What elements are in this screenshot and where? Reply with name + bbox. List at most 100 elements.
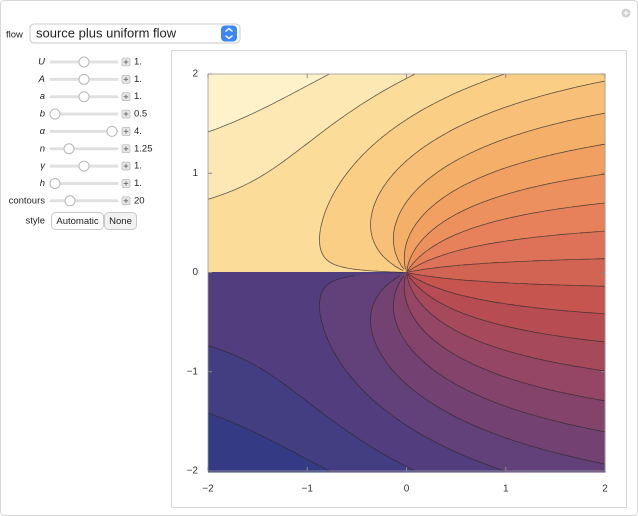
contour-band [229,352,336,355]
contour-band [208,338,329,341]
contour-band [336,188,383,191]
contour-band [547,308,606,311]
contour-band [494,142,606,145]
contour-band [518,102,606,105]
contour-band [524,100,606,103]
contour-band [390,86,471,89]
contour-band [400,262,406,265]
contour-band [444,376,506,379]
slider-thumb[interactable] [64,195,76,207]
contour-band [391,414,453,417]
style-button[interactable] [51,212,104,230]
contour-band [361,274,403,277]
contour-band [513,408,606,411]
slider-thumb[interactable] [49,108,61,120]
contour-band [371,232,395,235]
contour-band [208,100,279,103]
contour-band [374,206,404,209]
contour-band [323,254,383,257]
contour-band [238,424,340,427]
contour-band [538,96,606,99]
contour-band [208,392,297,395]
contour-band [251,362,342,365]
contour-band [395,224,416,227]
contour-band [449,252,606,255]
contour-band [475,84,587,87]
contour-band [407,302,421,305]
contour-band [336,264,394,267]
contour-band [545,210,606,213]
contour-band [321,248,379,251]
contour-band [364,102,436,105]
style-button[interactable] [104,212,137,230]
contour-band [208,458,308,461]
contour-band [494,242,606,245]
contour-band [338,358,385,361]
contour-band [476,226,606,229]
contour-band [404,254,413,257]
settings-icon[interactable] [621,8,631,18]
slider-thumb[interactable] [106,125,118,137]
contour-band [489,222,606,225]
contour-band [447,194,505,197]
contour-band [383,288,398,291]
expand-plus [123,181,129,186]
contour-band [208,372,269,375]
control-value: 1. [134,91,142,102]
contour-band [208,152,296,155]
contour-band [418,356,460,359]
slider-thumb[interactable] [78,160,90,172]
contour-band [376,298,395,301]
contour-band [229,420,334,423]
contour-band [387,284,399,287]
contour-band [423,262,492,265]
control-label: a [40,91,45,102]
contour-line [406,272,605,287]
slider-thumb[interactable] [78,56,90,68]
contour-band [469,336,566,339]
contour-band [408,238,424,241]
contour-band [322,320,372,323]
contour-band [236,188,337,191]
slider-thumb[interactable] [63,143,75,155]
contour-band [572,424,606,427]
contour-band [390,130,451,133]
contour-band [454,190,519,193]
contour-band [371,228,395,231]
contour-band [427,250,458,253]
contour-band [208,74,328,77]
contour-band [430,284,561,287]
contour-band [208,410,321,413]
contour-band [454,450,550,453]
flow-dropdown[interactable] [29,23,241,44]
contour-band [599,174,606,177]
contour-band [405,250,415,253]
contour-band [530,356,606,359]
slider-thumb[interactable] [49,177,61,189]
contour-band [560,90,606,93]
contour-line [403,143,606,270]
contour-band [385,134,444,137]
contour-band [504,194,606,197]
contour-band [208,126,222,129]
contour-band [393,306,409,309]
slider-thumb[interactable] [78,73,90,85]
contour-band [426,332,461,335]
contour-band [208,228,322,231]
expand-plus [123,77,129,82]
contour-band [396,222,418,225]
contour-band [371,146,425,149]
contour-band [208,318,322,321]
contour-band [434,174,487,177]
contour-band [384,256,398,259]
contour-band [304,398,373,401]
contour-band [410,196,445,199]
contour-band [339,424,407,427]
contour-band [208,88,302,91]
contour-band [445,446,535,449]
contour-band [413,228,435,231]
contour-band [476,280,606,283]
contour-band [426,180,474,183]
slider-thumb[interactable] [78,91,90,103]
contour-band [377,346,410,349]
